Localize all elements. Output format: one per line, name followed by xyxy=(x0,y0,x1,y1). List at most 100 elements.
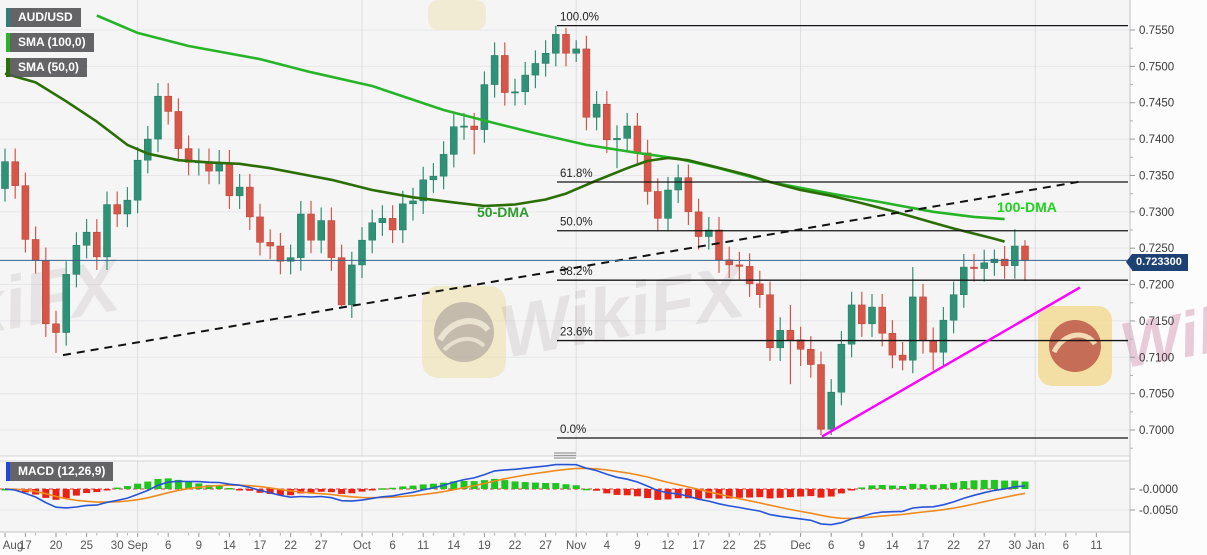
sma100-line[interactable] xyxy=(96,14,1005,221)
symbol-badge[interactable]: AUD/USD xyxy=(6,8,81,27)
candle-Nov-25[interactable] xyxy=(756,270,764,308)
candle-Nov-15[interactable] xyxy=(674,164,682,204)
candle-Sep-17[interactable] xyxy=(256,203,264,256)
candle-Oct-18[interactable] xyxy=(470,112,478,155)
candle-Oct-6[interactable] xyxy=(388,205,397,244)
candle-Dec-3[interactable] xyxy=(817,351,825,436)
sma50-badge[interactable]: SMA (50,0) xyxy=(6,58,87,77)
candle-Sep-16[interactable] xyxy=(246,173,254,230)
candle-Nov-19[interactable] xyxy=(715,216,723,273)
candle-Sep-29[interactable] xyxy=(337,244,346,307)
sma100-badge[interactable]: SMA (100,0) xyxy=(6,33,94,52)
candle-Dec-14[interactable] xyxy=(888,320,897,369)
candle-Sep-7[interactable] xyxy=(174,98,183,162)
candle-Sep-6[interactable] xyxy=(164,83,172,125)
price-axis[interactable]: 0.7550 0.7500 0.7450 0.7400 0.7350 0.7300 0.72… xyxy=(1129,0,1178,555)
candle-Dec-21[interactable] xyxy=(939,307,948,366)
candle-Nov-12[interactable] xyxy=(664,176,672,232)
candle-Oct-1[interactable] xyxy=(358,227,366,278)
candle-Aug-25[interactable] xyxy=(82,219,91,259)
candle-Aug-26[interactable] xyxy=(93,219,101,270)
candle-Dec-29[interactable] xyxy=(1000,245,1009,279)
candle-Dec-1[interactable] xyxy=(796,326,805,366)
candle-Sep-21[interactable] xyxy=(276,232,285,275)
candle-Aug-23[interactable] xyxy=(62,261,70,346)
candle-Oct-22[interactable] xyxy=(511,78,519,106)
candle-Oct-25[interactable] xyxy=(521,61,529,105)
candle-Nov-16[interactable] xyxy=(684,164,693,225)
sma50-line[interactable] xyxy=(4,72,1005,243)
candle-Nov-4[interactable] xyxy=(603,91,611,153)
candle-Dec-16[interactable] xyxy=(909,267,917,374)
candle-Nov-29[interactable] xyxy=(776,317,784,361)
candle-Dec-28[interactable] xyxy=(990,249,999,276)
candle-Dec-23[interactable] xyxy=(960,253,968,308)
candle-Nov-17[interactable] xyxy=(694,198,703,250)
candle-Dec-10[interactable] xyxy=(868,293,876,337)
candle-Oct-29[interactable] xyxy=(562,27,570,67)
candle-Aug-13[interactable] xyxy=(1,148,9,202)
candle-Aug-16[interactable] xyxy=(11,148,19,199)
candle-Nov-1[interactable] xyxy=(572,40,580,62)
candle-Dec-24[interactable] xyxy=(970,253,978,282)
candle-Oct-5[interactable] xyxy=(378,205,387,236)
candle-Dec-8[interactable] xyxy=(847,291,856,358)
candle-Sep-30[interactable] xyxy=(348,251,356,318)
candle-Dec-13[interactable] xyxy=(878,293,886,347)
candle-Dec-22[interactable] xyxy=(949,281,958,334)
candle-Sep-1[interactable] xyxy=(133,147,142,214)
candle-Nov-2[interactable] xyxy=(582,35,591,131)
candle-Aug-27[interactable] xyxy=(103,191,111,270)
candle-Sep-15[interactable] xyxy=(235,173,244,209)
candle-Aug-20[interactable] xyxy=(52,310,60,353)
macd-badge[interactable]: MACD (12,26,9) xyxy=(6,462,114,481)
candle-Nov-23[interactable] xyxy=(735,251,744,280)
macd-panel[interactable] xyxy=(0,452,1130,526)
candle-Oct-11[interactable] xyxy=(419,166,427,214)
candle-Nov-30[interactable] xyxy=(786,304,795,385)
candle-Oct-12[interactable] xyxy=(429,163,438,193)
candle-Nov-5[interactable] xyxy=(613,125,621,169)
candle-Dec-6[interactable] xyxy=(827,379,835,436)
candle-Oct-21[interactable] xyxy=(501,42,509,106)
candle-Oct-19[interactable] xyxy=(480,71,489,143)
candle-Dec-30[interactable] xyxy=(1011,229,1019,279)
candle-Sep-2[interactable] xyxy=(144,125,152,174)
rising-dashed-trendline[interactable] xyxy=(62,180,1083,357)
candle-Oct-15[interactable] xyxy=(460,112,468,140)
candle-Oct-28[interactable] xyxy=(552,25,560,67)
candle-Sep-20[interactable] xyxy=(266,229,274,260)
candle-Nov-10[interactable] xyxy=(643,139,652,205)
candle-Dec-2[interactable] xyxy=(807,336,815,378)
candle-Aug-30[interactable] xyxy=(113,191,121,228)
candle-Sep-22[interactable] xyxy=(286,244,295,275)
candle-Nov-22[interactable] xyxy=(725,246,733,278)
candle-Aug-17[interactable] xyxy=(21,172,30,253)
candle-Dec-9[interactable] xyxy=(858,291,866,337)
candle-Oct-27[interactable] xyxy=(541,40,550,77)
candle-Dec-7[interactable] xyxy=(837,331,846,406)
candle-Nov-11[interactable] xyxy=(654,178,662,232)
candle-Sep-23[interactable] xyxy=(297,200,305,271)
candle-Aug-31[interactable] xyxy=(123,187,132,228)
candle-Oct-8[interactable] xyxy=(409,187,417,221)
candle-Sep-3[interactable] xyxy=(154,83,162,153)
candle-Oct-20[interactable] xyxy=(490,42,499,98)
candle-Oct-7[interactable] xyxy=(399,190,407,244)
candle-Sep-27[interactable] xyxy=(317,207,325,254)
candle-Oct-13[interactable] xyxy=(439,141,448,190)
candle-Aug-19[interactable] xyxy=(42,247,50,337)
candle-Aug-24[interactable] xyxy=(72,232,81,288)
candle-Nov-8[interactable] xyxy=(623,112,631,152)
candle-Sep-8[interactable] xyxy=(184,135,193,176)
candle-Nov-26[interactable] xyxy=(766,281,774,361)
fibonacci-retracement[interactable]: 100.0% 61.8% 50.0% 38.2% 23.6% 0.0% xyxy=(557,12,1128,439)
magenta-support-line[interactable] xyxy=(821,286,1081,438)
candle-Oct-4[interactable] xyxy=(368,209,376,254)
candle-Dec-15[interactable] xyxy=(898,341,907,371)
candle-Sep-24[interactable] xyxy=(307,200,315,254)
candle-Nov-18[interactable] xyxy=(705,216,713,250)
candle-Nov-3[interactable] xyxy=(592,91,601,131)
